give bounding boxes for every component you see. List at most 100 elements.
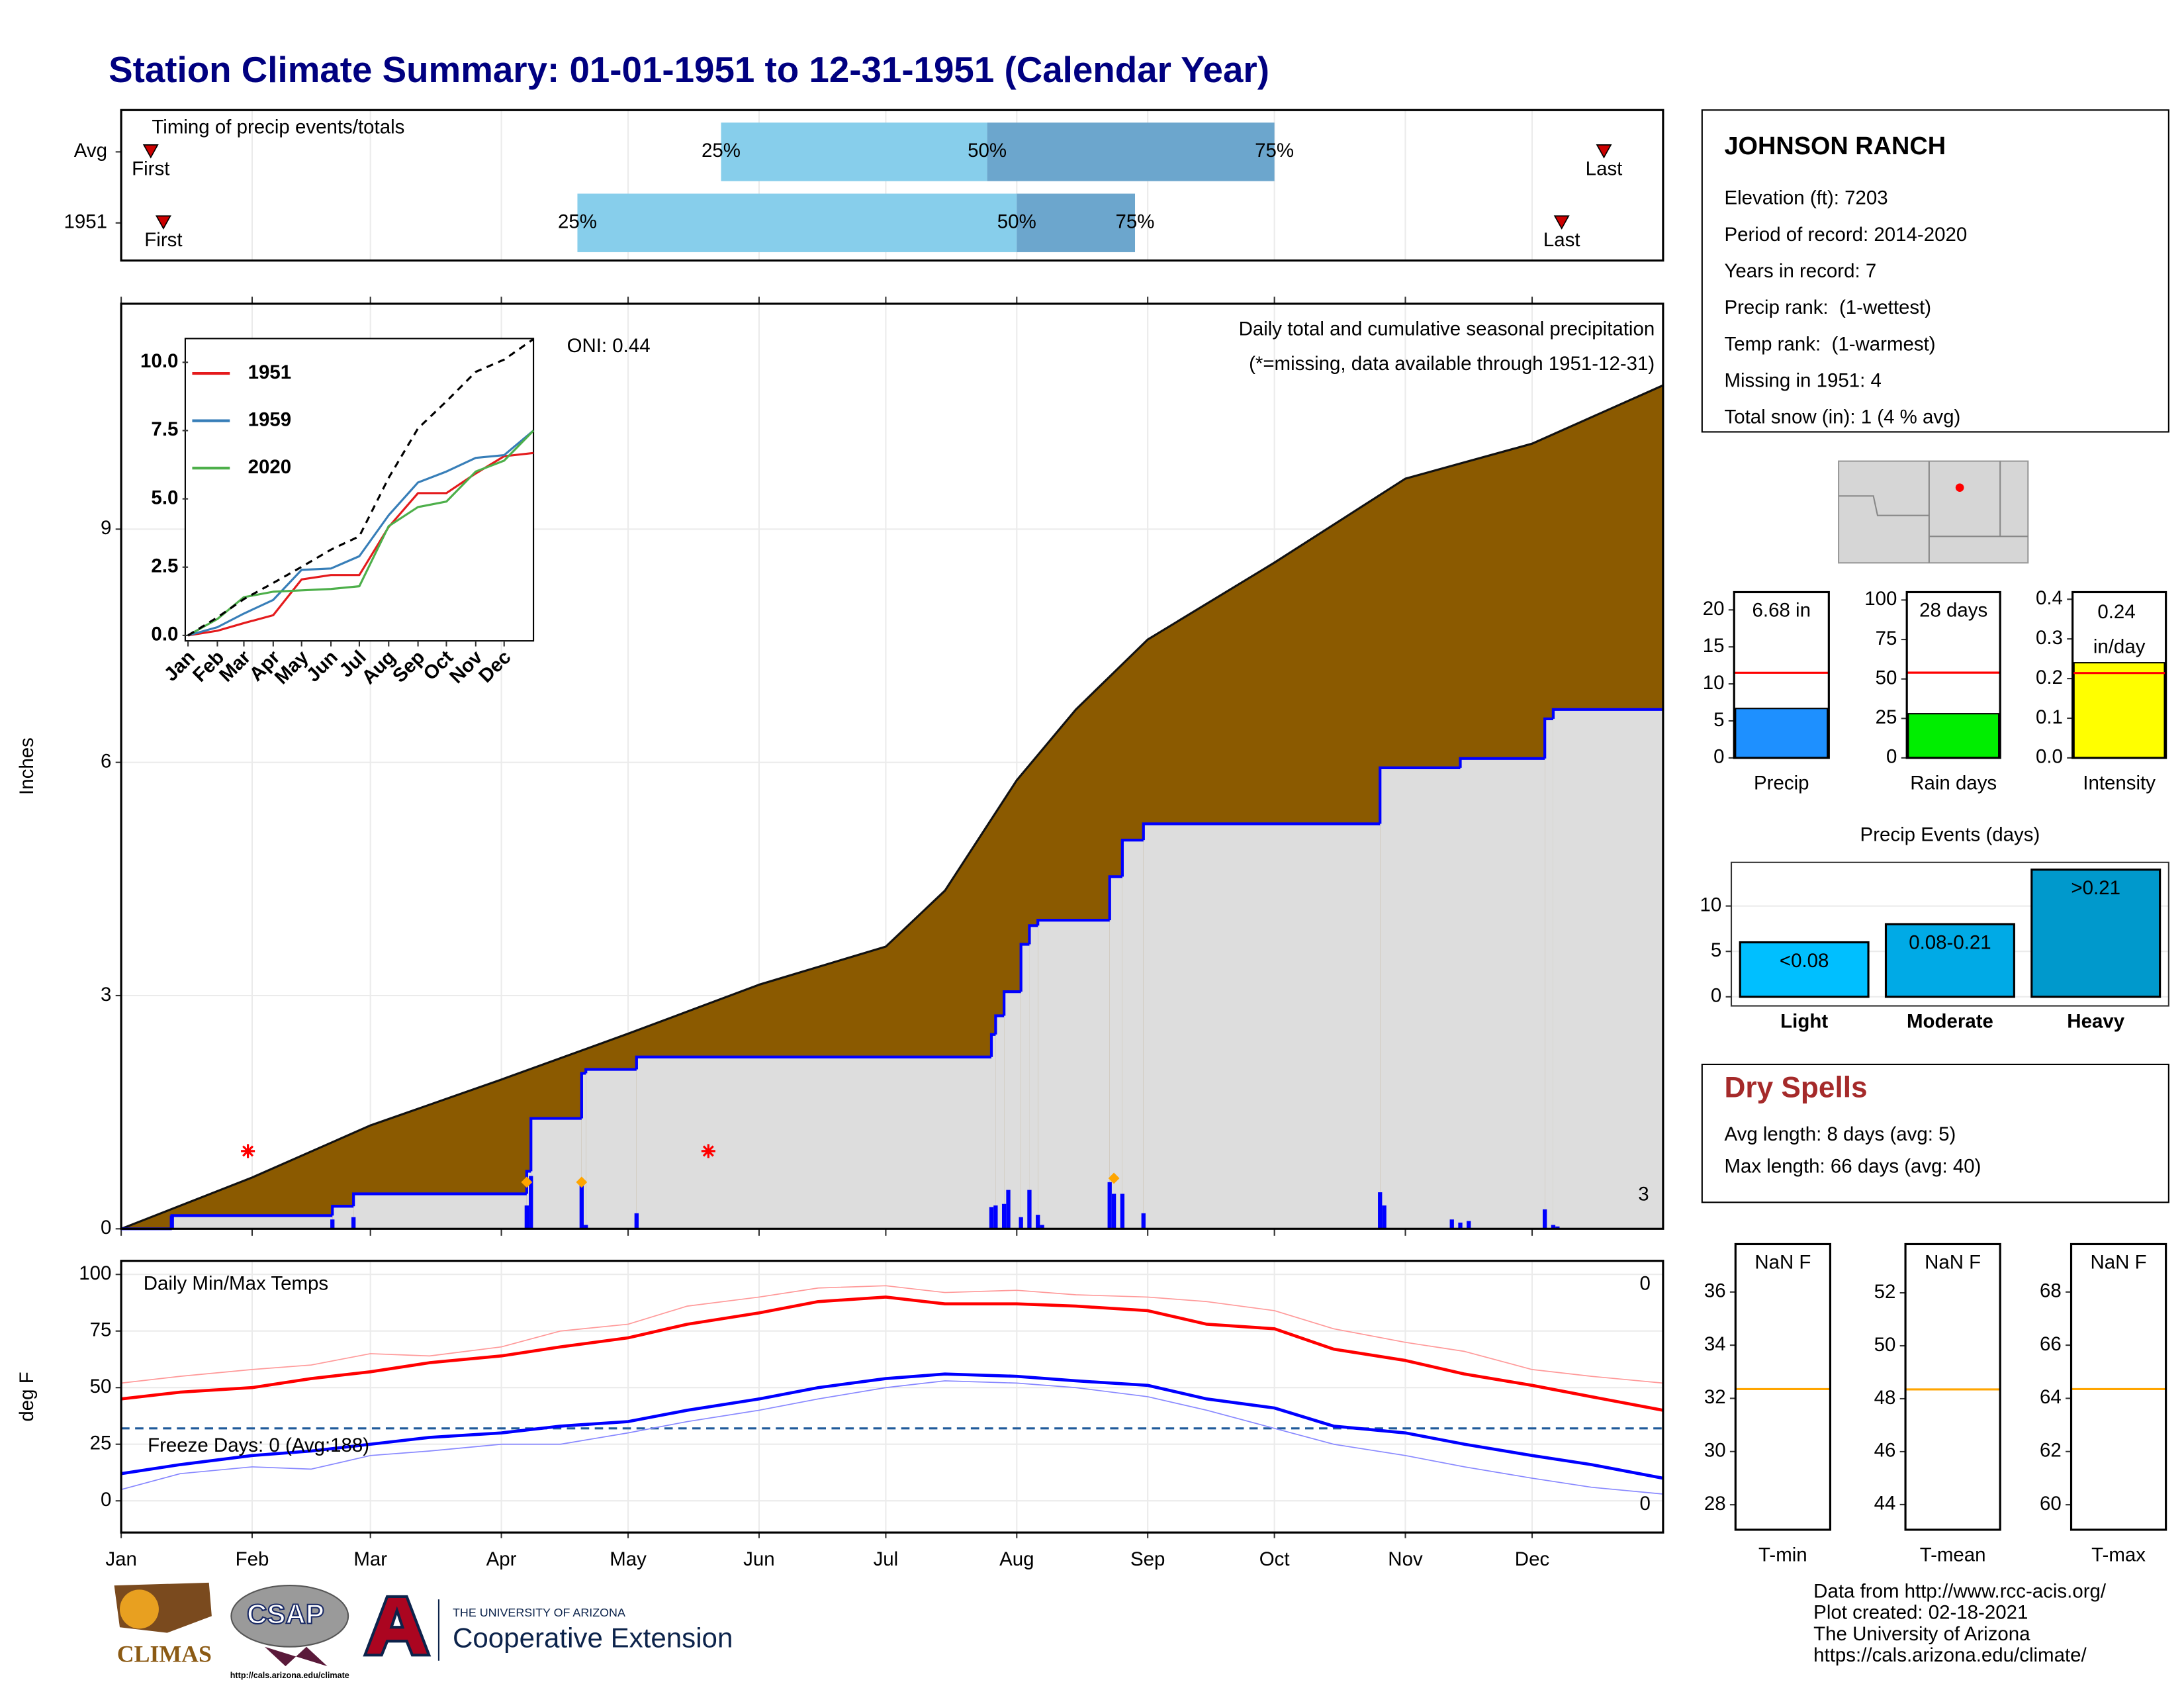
station-info: Period of record: 2014-2020 [1724, 224, 1967, 246]
credit-line: Plot created: 02-18-2021 [1813, 1602, 2028, 1624]
quantile-bar [721, 122, 987, 181]
cumulative-fill [1545, 718, 1553, 1229]
first-marker [155, 215, 171, 230]
cumulative-line [1142, 822, 1381, 841]
y-tick-label: 50 [1876, 667, 1897, 688]
cumulative-fill [1029, 925, 1038, 1229]
y-tick-label: 60 [2040, 1493, 2062, 1515]
inset-panel [184, 338, 535, 642]
cumulative-fill [995, 1015, 1005, 1229]
y-tick-label: 0 [101, 1489, 111, 1511]
cumulative-fill [636, 1056, 991, 1229]
y-tick-label: 20 [1703, 598, 1725, 620]
x-tick-label: Heavy [2067, 1011, 2124, 1033]
climas-sun [119, 1589, 159, 1629]
quantile-label: 50% [997, 211, 1036, 233]
y-tick-label: 10.0 [140, 350, 178, 372]
daily-bar [1107, 1182, 1112, 1229]
y-axis-label: Inches [16, 737, 38, 795]
cumulative-line [580, 1072, 586, 1119]
daily-bar [1019, 1217, 1023, 1229]
x-tick-label: Moderate [1907, 1011, 1993, 1033]
cumulative-line [1120, 839, 1144, 877]
cumulative-line [1036, 918, 1110, 926]
station-info: Precip rank: (1-wettest) [1724, 297, 1931, 318]
cumulative-fill [1553, 709, 1663, 1229]
credit-line: The University of Arizona [1813, 1623, 2030, 1645]
daily-bar [169, 1215, 174, 1229]
cumulative-line [1003, 990, 1021, 1016]
cumulative-fill [1021, 944, 1030, 1229]
frame [1730, 861, 2169, 1007]
bin-label: >0.21 [2071, 877, 2120, 899]
cumulative-fill [581, 1073, 586, 1229]
frame [120, 303, 1664, 1230]
cumulative-fill [991, 1034, 996, 1229]
y-tick-label: 66 [2040, 1333, 2062, 1355]
y-tick-label: 6 [101, 750, 111, 772]
y-tick-label: 2.5 [151, 555, 178, 577]
dry-spells-box [1701, 1063, 2169, 1203]
y-tick-label: 0 [1713, 746, 1724, 768]
y-tick-label: 52 [1874, 1281, 1896, 1303]
value-label: 0.24 in/day [2093, 601, 2146, 658]
cumulative-line [1108, 875, 1122, 921]
daily-bar [1555, 1226, 1560, 1229]
cumulative-line [331, 1205, 354, 1216]
average-line [187, 338, 534, 637]
y-tick-label: 75 [90, 1319, 112, 1341]
station-info: Elevation (ft): 7203 [1724, 187, 1888, 209]
y-tick-label: 0.3 [2036, 627, 2063, 649]
y-tick-label: 48 [1874, 1387, 1896, 1409]
max-count: 0 [1640, 1272, 1651, 1294]
logos: CLIMAS CSAP http://cals.arizona.edu/clim… [114, 1582, 733, 1680]
value-label: NaN F [1925, 1252, 1981, 1274]
ua-text: THE UNIVERSITY OF ARIZONA [453, 1606, 625, 1619]
page-title: Station Climate Summary: 01-01-1951 to 1… [109, 49, 1269, 90]
last-label: Last [1586, 158, 1623, 180]
corner-label: 3 [1638, 1184, 1649, 1205]
daily-bar [1543, 1209, 1547, 1229]
daily-bar [584, 1225, 588, 1229]
cumulative-fill [1460, 758, 1545, 1229]
y-tick-label: 68 [2040, 1280, 2062, 1302]
x-tick-label: Light [1780, 1011, 1828, 1033]
cumulative-fill [1380, 767, 1461, 1229]
cumulative-fill [353, 1194, 527, 1229]
frame [1904, 1243, 2001, 1531]
y-tick-label: 50 [90, 1376, 112, 1397]
last-marker [1553, 215, 1570, 230]
cumulative-line [994, 1014, 1005, 1035]
y-tick-label: 75 [1876, 628, 1897, 649]
daily-bar [1449, 1219, 1454, 1229]
map-border [1839, 495, 1929, 516]
cumulative-fill [1038, 920, 1110, 1229]
daily-bar [1378, 1192, 1383, 1229]
daily-bar [1040, 1225, 1044, 1229]
x-tick-label: T-max [2091, 1544, 2146, 1566]
daily-bar [1458, 1222, 1463, 1229]
y-tick-label: 30 [1704, 1440, 1726, 1462]
daily-bar [351, 1217, 356, 1229]
average-line [120, 384, 1664, 1230]
dry-spells-title: Dry Spells [1724, 1072, 1867, 1104]
csap-url: http://cals.arizona.edu/climate [230, 1671, 349, 1680]
value-label: NaN F [2091, 1252, 2147, 1274]
cumulative-line [1459, 757, 1545, 768]
missing-marker [701, 1144, 715, 1158]
daily-bar [993, 1205, 998, 1229]
y-tick-label: 7.5 [151, 418, 178, 440]
quantile-bar [987, 122, 1275, 181]
y-tick-label: 0.1 [2036, 706, 2063, 728]
y-tick-label: 25 [1876, 706, 1897, 728]
x-tick-label: T-min [1758, 1544, 1807, 1566]
y-tick-label: 50 [1874, 1334, 1896, 1356]
annotation: ONI: 0.44 [567, 335, 651, 357]
csap-cloud [230, 1585, 349, 1648]
row-label: 1951 [64, 211, 108, 233]
quantile-label: 75% [1255, 140, 1294, 162]
x-tick-label: T-mean [1920, 1544, 1986, 1566]
station-name: JOHNSON RANCH [1724, 132, 1946, 160]
daily-bar [1111, 1194, 1116, 1229]
